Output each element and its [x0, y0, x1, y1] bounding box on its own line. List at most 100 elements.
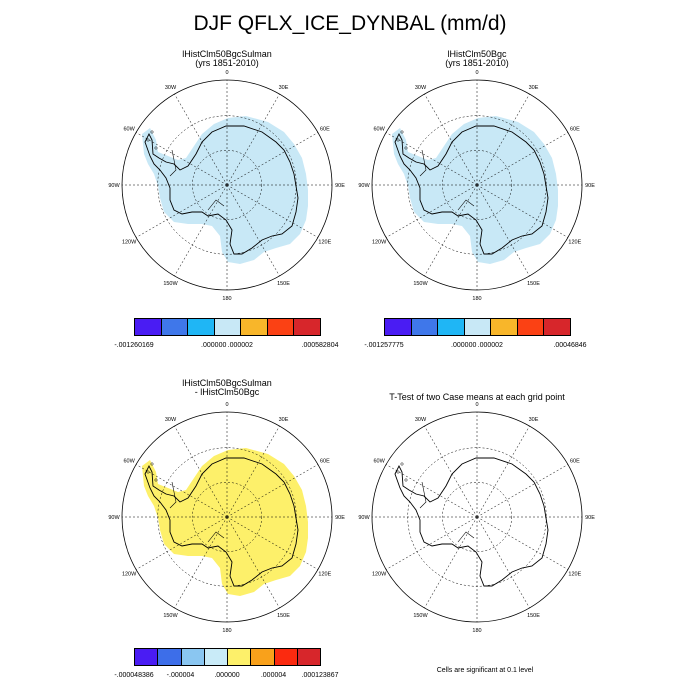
longitude-label: 30E [279, 417, 289, 423]
field-fill-region [142, 448, 308, 596]
longitude-label: 60W [373, 459, 385, 465]
island-outline [404, 478, 408, 482]
panel-title-line: T-Test of two Case means at each grid po… [389, 392, 565, 402]
panel-title: T-Test of two Case means at each grid po… [362, 393, 592, 402]
colorbar-box [516, 318, 545, 336]
longitude-label: 30W [415, 417, 427, 423]
colorbar-box [157, 648, 182, 666]
colorbar-box [410, 318, 439, 336]
longitude-label: 60E [570, 127, 580, 133]
colorbar-box [384, 318, 412, 336]
meridian-line [174, 184, 228, 277]
panel-subtitle-line: - lHistClm50Bgc [194, 387, 260, 397]
colorbar-box [266, 318, 295, 336]
colorbar-tick-label: .000123867 [301, 672, 339, 679]
longitude-label: 60E [320, 127, 330, 133]
latitude-circle [442, 482, 512, 552]
meridian-line [476, 464, 569, 518]
meridian-line [226, 425, 280, 518]
meridian-line [476, 516, 569, 570]
colorbar-tick-label: -.001257775 [364, 342, 404, 349]
longitude-label: 30W [165, 417, 177, 423]
island-outline [154, 146, 158, 150]
ice-shelf-outline [169, 149, 225, 211]
colorbar-tick-label: -.000004 [166, 672, 195, 679]
antarctica-coastline [394, 125, 549, 255]
longitude-label: 150E [277, 281, 290, 287]
colorbar-box [134, 318, 162, 336]
polar-map: 0 30E 60E 90E 120E 150E 180 150W 120W 90W 60W 30W [358, 402, 595, 634]
meridian-line [135, 464, 228, 518]
colorbar-box [293, 318, 321, 336]
colorbar-tick-label: .000002 [477, 342, 503, 349]
figure-title: DJF QFLX_ICE_DYNBAL (mm/d) [193, 12, 507, 35]
longitude-label: 30E [529, 85, 539, 91]
longitude-label: 60W [123, 127, 135, 133]
longitude-label: 90W [358, 515, 370, 521]
colorbar: -.001257775 .000000.000002 .00046846 [364, 318, 587, 358]
longitude-label: 90E [585, 183, 595, 189]
longitude-label: 90W [358, 183, 370, 189]
longitude-label: 0 [475, 70, 478, 76]
colorbar: -.001260169 .000000.000002 .000582804 [114, 318, 338, 358]
longitude-label: 180 [472, 296, 481, 302]
polar-map: 0 30E 60E 90E 120E 150E 180 150W 120W 90W 60W 30W [358, 70, 595, 302]
meridian-line [174, 93, 228, 186]
longitude-label: 120E [318, 572, 331, 578]
longitude-label: 120E [318, 240, 331, 246]
meridian-line [476, 425, 530, 518]
longitude-label: 0 [225, 70, 228, 76]
meridian-line [424, 93, 478, 186]
colorbar-tick-label: .000000 [451, 342, 477, 349]
antarctica-coastline [144, 125, 299, 255]
meridian-line [424, 184, 478, 277]
longitude-label: 120W [122, 572, 137, 578]
longitude-label: 30E [529, 417, 539, 423]
longitude-label: 90E [335, 183, 345, 189]
meridian-line [476, 516, 530, 609]
meridian-line [135, 132, 228, 186]
island-outline [400, 130, 404, 134]
colorbar-tick-label: .000000 [201, 342, 227, 349]
meridian-line [226, 93, 280, 186]
island-outline [146, 470, 150, 474]
meridian-line [424, 425, 478, 518]
island-outline [146, 138, 150, 142]
meridian-line [226, 184, 319, 238]
colorbar-tick-label: .000002 [227, 342, 253, 349]
latitude-circle [192, 150, 262, 220]
longitude-label: 60E [320, 459, 330, 465]
longitude-label: 0 [225, 402, 228, 408]
colorbar-box [490, 318, 518, 336]
island-outline [154, 478, 158, 482]
longitude-label: 30W [415, 85, 427, 91]
longitude-label: 60E [570, 459, 580, 465]
island-outline [396, 138, 400, 142]
longitude-label: 90E [585, 515, 595, 521]
island-outline [150, 462, 154, 466]
meridian-line [476, 132, 569, 186]
longitude-label: 120E [568, 572, 581, 578]
longitude-label: 120W [372, 240, 387, 246]
colorbar-box [160, 318, 189, 336]
meridian-line [424, 516, 478, 609]
colorbar-box [273, 648, 298, 666]
longitude-label: 30E [279, 85, 289, 91]
meridian-line [226, 464, 319, 518]
panel-title: lHistClm50BgcSulman (yrs 1851-2010) [112, 50, 342, 68]
longitude-label: 150E [527, 613, 540, 619]
latitude-circle [442, 150, 512, 220]
colorbar-box [187, 318, 215, 336]
longitude-label: 90W [108, 515, 120, 521]
meridian-line [174, 425, 228, 518]
meridian-line [174, 516, 228, 609]
island-outline [150, 130, 154, 134]
ice-shelf-outline [419, 149, 475, 211]
colorbar-box [543, 318, 571, 336]
island-outline [404, 146, 408, 150]
meridian-line [385, 464, 478, 518]
longitude-label: 60W [373, 127, 385, 133]
antarctica-coastline [394, 457, 549, 587]
colorbar-box [203, 648, 228, 666]
polar-map: 0 30E 60E 90E 120E 150E 180 150W 120W 90W 60W 30W [108, 70, 345, 302]
